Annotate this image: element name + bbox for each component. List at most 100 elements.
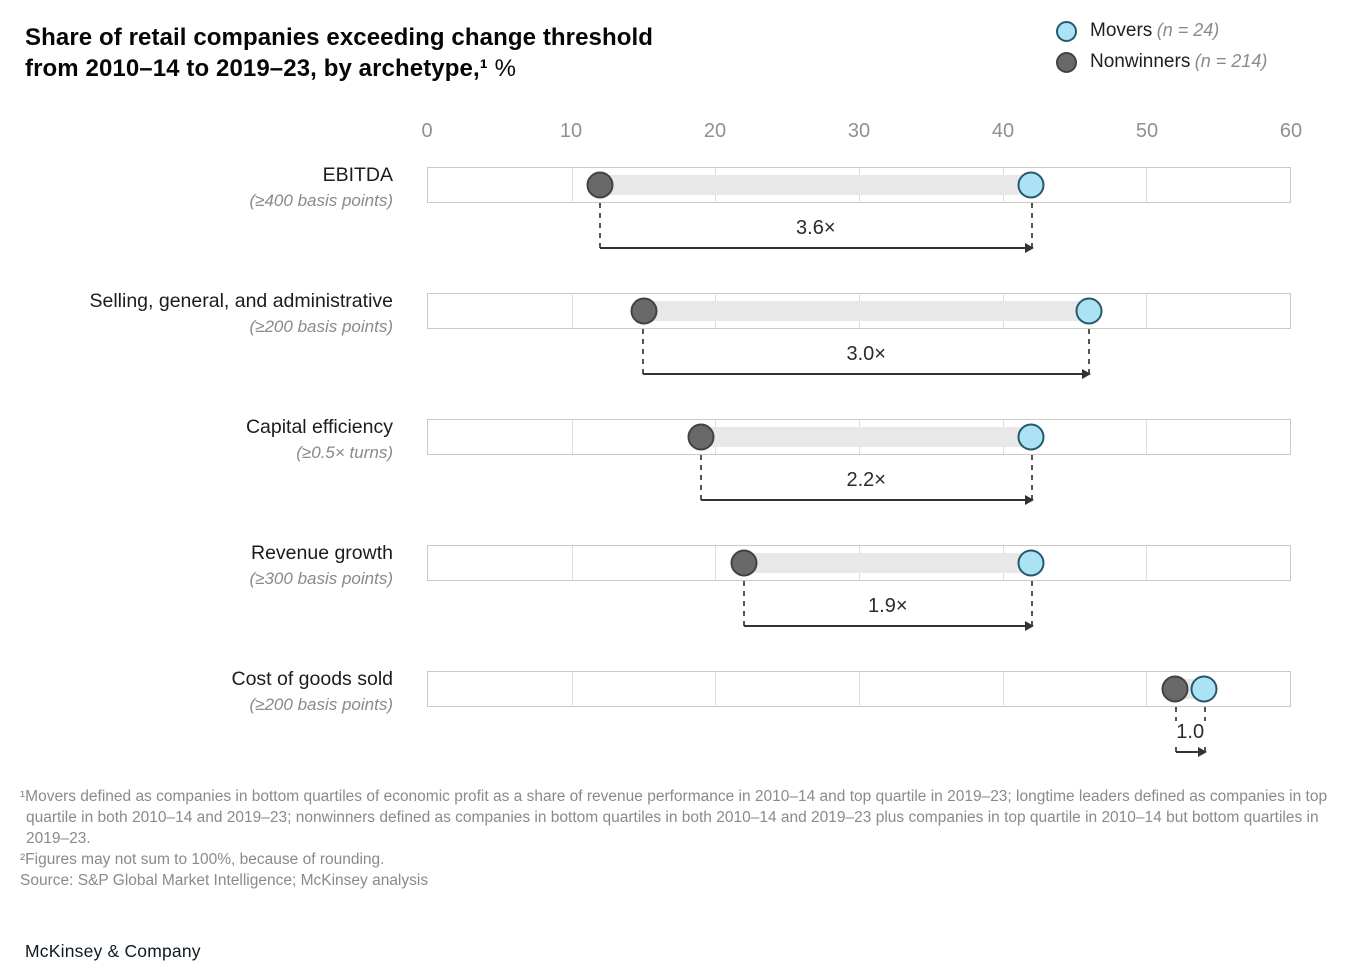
legend-movers-n: (n = 24) [1156, 20, 1220, 40]
movers-dot-icon [1056, 20, 1077, 42]
movers-data-point [1075, 297, 1103, 325]
multiplier-arrow [743, 621, 1034, 631]
page-title: Share of retail companies exceeding chan… [25, 22, 653, 84]
row-plot: 1.9× [427, 545, 1291, 631]
movers-data-point [1017, 171, 1045, 199]
footnote-1: ¹Movers defined as companies in bottom q… [20, 788, 1328, 847]
footnotes: ¹Movers defined as companies in bottom q… [20, 786, 1332, 891]
gridline [571, 546, 573, 580]
x-axis: 0 10 20 30 40 50 60 [421, 120, 1302, 167]
chart-row: EBITDA (≥400 basis points) 3.6× [25, 164, 1291, 253]
multiplier-arrow [700, 495, 1034, 505]
row-track [427, 293, 1291, 329]
row-label: Cost of goods sold (≥200 basis points) [25, 666, 427, 753]
gridline [1146, 420, 1148, 454]
dashed-line-movers [1088, 329, 1091, 375]
gridline [1002, 672, 1004, 706]
movers-data-point [1017, 549, 1045, 577]
legend-item-nonwinners: Nonwinners (n = 214) [1056, 51, 1267, 73]
nonwinners-data-point [730, 549, 758, 577]
gridline [571, 672, 573, 706]
multiplier-annotation: 2.2× [427, 455, 1291, 505]
nonwinners-data-point [630, 297, 657, 325]
movers-data-point [1017, 423, 1045, 451]
legend-movers-label: Movers [1090, 20, 1153, 41]
legend-text: Nonwinners (n = 214) [1090, 51, 1267, 73]
multiplier-arrow [599, 243, 1034, 253]
x-axis-tick: 40 [991, 120, 1015, 142]
dashed-line-nonwinners [742, 581, 745, 627]
dashed-line-movers [1030, 203, 1033, 249]
row-plot: 2.2× [427, 419, 1291, 505]
x-axis-tick: 60 [1279, 120, 1303, 142]
multiplier-annotation: 3.6× [427, 203, 1291, 253]
nonwinners-data-point [586, 171, 614, 199]
x-axis-tick: 20 [703, 120, 727, 142]
dashed-line-nonwinners [642, 329, 644, 375]
row-track [427, 167, 1291, 203]
gridline [571, 168, 573, 202]
chart-row: Cost of goods sold (≥200 basis points) 1… [25, 668, 1291, 757]
row-label-main: Cost of goods sold [231, 668, 393, 690]
dashed-line-nonwinners [699, 455, 702, 501]
chart-row: Revenue growth (≥300 basis points) 1.9× [25, 542, 1291, 631]
chart-rows: EBITDA (≥400 basis points) 3.6× [25, 164, 1291, 757]
row-label: Selling, general, and administrative (≥2… [25, 288, 427, 375]
chart-row: Selling, general, and administrative (≥2… [25, 290, 1291, 379]
row-plot: 1.0 [427, 671, 1291, 757]
multiplier-label: 1.0 [1173, 721, 1208, 744]
chart-row: Capital efficiency (≥0.5× turns) 2.2× [25, 416, 1291, 505]
legend-nonwinners-label: Nonwinners [1090, 51, 1191, 72]
nonwinners-data-point [1161, 675, 1189, 703]
gridline [715, 546, 717, 580]
multiplier-label: 3.6× [793, 217, 839, 240]
movers-data-point [1190, 675, 1218, 703]
source-line: Source: S&P Global Market Intelligence; … [20, 872, 429, 889]
row-label-main: Capital efficiency [245, 416, 393, 438]
footnote-2: ²Figures may not sum to 100%, because of… [20, 851, 385, 868]
row-label: Revenue growth (≥300 basis points) [25, 540, 427, 627]
gridline [571, 294, 573, 328]
dashed-line-nonwinners [598, 203, 601, 249]
range-band [744, 553, 1032, 573]
row-label-threshold: (≥400 basis points) [249, 191, 393, 210]
dashed-line-movers [1030, 581, 1033, 627]
range-band [600, 175, 1032, 195]
row-label-main: Selling, general, and administrative [89, 290, 393, 312]
x-axis-tick: 30 [847, 120, 871, 142]
row-plot: 3.0× [427, 293, 1291, 379]
row-label-threshold: (≥300 basis points) [249, 569, 393, 588]
x-axis-tick: 0 [421, 120, 433, 142]
gridline [859, 672, 860, 706]
gridline [1146, 168, 1148, 202]
row-label-main: EBITDA [322, 164, 393, 186]
row-track [427, 419, 1291, 455]
legend-item-movers: Movers (n = 24) [1056, 20, 1267, 42]
gridline [1146, 546, 1148, 580]
dashed-line-movers [1030, 455, 1033, 501]
multiplier-label: 2.2× [843, 469, 889, 492]
row-label-threshold: (≥200 basis points) [249, 317, 393, 336]
x-axis-tick: 50 [1135, 120, 1159, 142]
multiplier-label: 1.9× [865, 595, 911, 618]
gridline [571, 420, 573, 454]
dumbbell-chart: 0 10 20 30 40 50 60 EBITDA (≥400 basis points) [25, 120, 1302, 757]
title-line-1: Share of retail companies exceeding chan… [25, 24, 654, 51]
legend-nonwinners-n: (n = 214) [1194, 51, 1268, 71]
row-label-threshold: (≥200 basis points) [249, 695, 393, 714]
row-track [427, 545, 1291, 581]
legend: Movers (n = 24) Nonwinners (n = 214) [1056, 20, 1267, 73]
multiplier-label: 3.0× [843, 343, 889, 366]
multiplier-annotation: 1.0 [427, 707, 1291, 757]
nonwinners-data-point [687, 423, 715, 451]
row-label-threshold: (≥0.5× turns) [296, 443, 393, 462]
nonwinners-dot-icon [1056, 51, 1077, 73]
multiplier-annotation: 1.9× [427, 581, 1291, 631]
multiplier-annotation: 3.0× [427, 329, 1291, 379]
row-track [427, 671, 1291, 707]
gridline [715, 672, 717, 706]
row-label-main: Revenue growth [250, 542, 393, 564]
title-line-2-text: from 2010–14 to 2019–23, by archetype,¹ [25, 55, 488, 82]
range-band [643, 301, 1089, 321]
company-logo-text: McKinsey & Company [25, 941, 201, 961]
